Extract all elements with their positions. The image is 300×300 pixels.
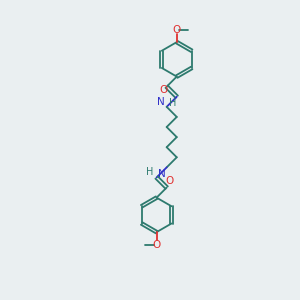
Text: O: O (152, 240, 161, 250)
Text: O: O (172, 25, 181, 34)
Text: N: N (157, 97, 164, 106)
Text: H: H (146, 167, 154, 177)
Text: O: O (159, 85, 167, 95)
Text: N: N (158, 169, 166, 179)
Text: O: O (166, 176, 174, 186)
Text: H: H (169, 98, 176, 108)
